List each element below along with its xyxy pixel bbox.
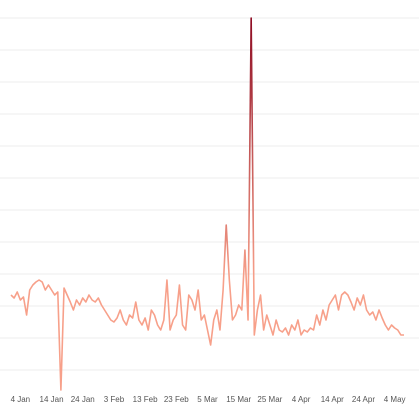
x-tick-label: 14 Apr [321,395,344,404]
x-tick-label: 23 Feb [164,395,189,404]
x-tick-label: 4 Jan [11,395,31,404]
x-tick-label: 24 Apr [352,395,375,404]
x-tick-label: 4 Apr [292,395,311,404]
data-line [10,17,404,391]
x-tick-label: 15 Mar [226,395,251,404]
x-tick-label: 4 May [384,395,406,404]
x-tick-label: 24 Jan [71,395,95,404]
x-tick-label: 13 Feb [133,395,158,404]
x-tick-label: 14 Jan [40,395,64,404]
x-tick-label: 5 Mar [197,395,218,404]
x-tick-label: 25 Mar [257,395,282,404]
x-tick-label: 3 Feb [104,395,125,404]
